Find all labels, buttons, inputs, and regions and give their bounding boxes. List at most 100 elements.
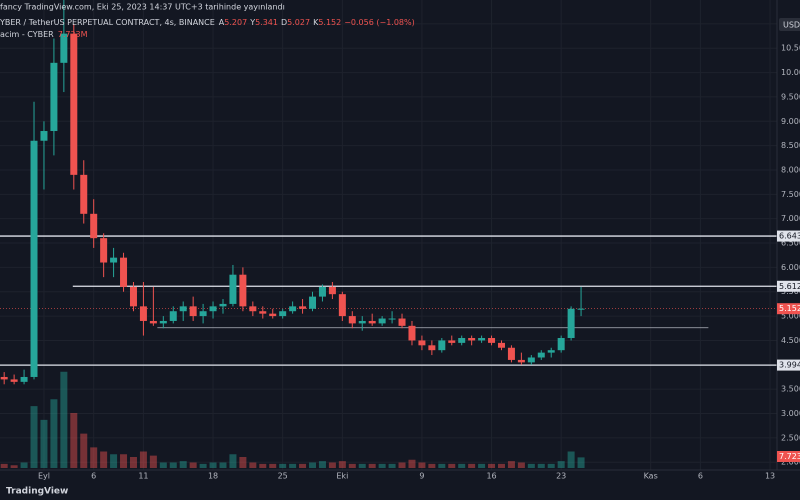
y-tick-label: 10.500 — [781, 44, 800, 53]
ohlc-key: K — [313, 18, 319, 27]
volume-bar — [517, 462, 525, 468]
candle-body — [20, 376, 28, 382]
candle-body — [149, 320, 157, 324]
volume-bar — [70, 413, 78, 468]
volume-bar — [110, 454, 118, 468]
published-note: fancy TradingView.com, Eki 25, 2023 14:3… — [0, 3, 285, 12]
volume-bar — [30, 406, 38, 468]
x-tick-label: 18 — [208, 472, 218, 481]
ohlc-value: 5.027 — [287, 18, 310, 27]
candle-body — [517, 359, 525, 363]
candle-body — [338, 294, 346, 317]
volume-pane — [0, 371, 585, 468]
candle-body — [299, 306, 307, 309]
grid — [0, 0, 777, 470]
volume-bar — [179, 461, 187, 468]
volume-bar — [497, 463, 505, 468]
levels — [0, 235, 777, 366]
candle-body — [199, 311, 207, 317]
level-label-box — [777, 230, 800, 242]
volume-bar — [289, 463, 297, 468]
candle-body — [259, 311, 267, 314]
y-tick-label: 10.000 — [781, 68, 800, 77]
candle-body — [179, 306, 187, 312]
volume-bar — [348, 463, 356, 468]
x-tick-label: 6 — [698, 472, 703, 481]
candle-body — [527, 357, 535, 363]
x-tick-label: 13 — [765, 472, 775, 481]
candle-body — [567, 308, 575, 339]
volume-bar — [249, 462, 257, 468]
x-tick-label: 6 — [91, 472, 96, 481]
volume-bar — [537, 463, 545, 468]
volume-bar — [219, 462, 227, 468]
candle-body — [309, 296, 317, 309]
candle-body — [438, 340, 446, 351]
candle-body — [189, 306, 197, 317]
candle-body — [70, 33, 78, 175]
volume-bar — [279, 463, 287, 468]
volume-bar — [309, 462, 317, 468]
candle-body — [249, 306, 257, 312]
volume-bar — [567, 451, 575, 468]
volume-bar — [20, 462, 28, 468]
volume-bar — [468, 463, 476, 468]
last-price-box — [777, 303, 800, 315]
candle-body — [80, 174, 88, 214]
x-tick-label: Kas — [644, 472, 658, 481]
candle-body — [269, 313, 277, 317]
volume-bar — [557, 461, 565, 468]
y-tick-label: 9.000 — [781, 117, 800, 126]
volume-bar — [100, 451, 108, 468]
y-tick-label: 8.500 — [781, 141, 800, 150]
ohlc-key: Y — [249, 18, 255, 27]
volume-bar — [259, 463, 267, 468]
candle-body — [388, 318, 396, 320]
candle-body — [229, 274, 237, 304]
candle-body — [468, 338, 476, 341]
volume-bar — [299, 463, 307, 468]
volume-bar — [338, 461, 346, 468]
volume-bar — [507, 461, 515, 468]
volume-bar — [328, 462, 336, 468]
candle-body — [139, 306, 147, 321]
candle-body — [279, 311, 287, 317]
level-label: 6.643 — [779, 232, 800, 241]
candle-body — [348, 316, 356, 324]
currency-box — [779, 18, 800, 31]
candle-body — [418, 340, 426, 346]
candle-body — [497, 342, 505, 348]
candle-body — [169, 311, 177, 321]
candle-body — [507, 347, 515, 360]
volume-label-box — [777, 451, 800, 462]
volume-bar — [478, 463, 486, 468]
level-label-box — [777, 280, 800, 292]
volume-bar — [388, 463, 396, 468]
footer — [0, 482, 800, 500]
change: −0.056 (−1.08%) — [344, 18, 415, 27]
candle-body — [318, 286, 326, 297]
volume-bar — [547, 463, 555, 468]
volume-bar — [458, 463, 466, 468]
ohlc-value: 5.152 — [318, 18, 341, 27]
candle-body — [458, 338, 466, 343]
y-tick-label: 3.500 — [781, 385, 800, 394]
volume-bar — [229, 454, 237, 468]
candle-body — [448, 340, 456, 343]
y-tick-label: 2.000 — [781, 458, 800, 467]
candle-body — [129, 286, 137, 307]
candle-body — [90, 213, 98, 239]
volume-bar — [40, 419, 48, 468]
candle-body — [408, 325, 416, 341]
candle-body — [60, 33, 68, 63]
x-tick-label: 11 — [138, 472, 148, 481]
volume-bar — [50, 399, 58, 468]
volume-bar — [408, 459, 416, 468]
volume-bar — [209, 462, 217, 468]
y-tick-label: 7.000 — [781, 214, 800, 223]
volume-bar — [239, 457, 247, 468]
candle-body — [159, 320, 167, 324]
last-price-label: 5.152 — [779, 304, 800, 313]
